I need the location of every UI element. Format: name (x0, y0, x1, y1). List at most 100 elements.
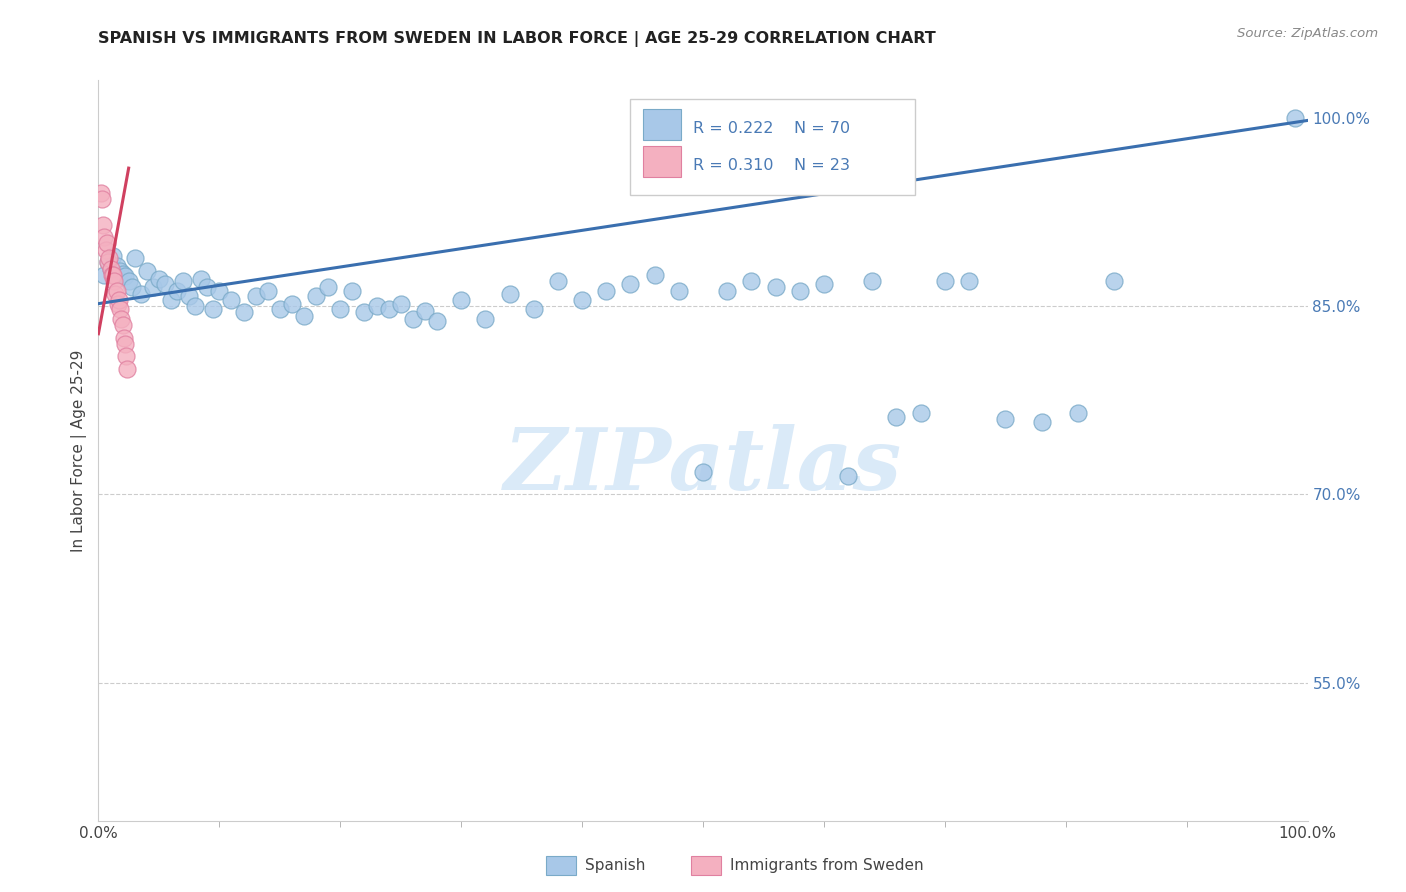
Point (208, 284, 231, 298)
Point (100, 261, 122, 276)
Point (523, 301, 546, 316)
Point (114, 268, 136, 283)
Point (172, 274, 194, 288)
Point (366, 299, 388, 313)
Point (957, 274, 980, 288)
Point (101, 249, 124, 263)
Point (195, 280, 218, 294)
Point (740, 274, 762, 288)
Point (105, 259, 128, 273)
Point (547, 274, 569, 288)
Point (389, 296, 412, 310)
Point (789, 284, 811, 298)
Point (202, 301, 225, 316)
Point (100, 268, 122, 282)
Point (100, 261, 122, 276)
Point (108, 293, 131, 307)
Y-axis label: In Labor Force | Age 25-29: In Labor Force | Age 25-29 (72, 350, 87, 551)
Text: Source: ZipAtlas.com: Source: ZipAtlas.com (1237, 27, 1378, 40)
Point (104, 286, 127, 301)
Point (1067, 406, 1090, 420)
Point (474, 311, 496, 326)
Text: ZIPatlas: ZIPatlas (503, 424, 903, 507)
Point (121, 280, 143, 294)
Point (91, 218, 114, 232)
Point (101, 268, 124, 282)
Point (765, 280, 787, 294)
Point (148, 271, 170, 285)
Point (305, 289, 328, 303)
Point (813, 277, 835, 291)
Point (498, 286, 520, 301)
Bar (690, 856, 721, 875)
Point (668, 284, 690, 298)
Point (118, 274, 141, 288)
Point (107, 296, 129, 310)
Point (190, 271, 212, 285)
Point (124, 252, 146, 266)
Point (160, 293, 183, 307)
Point (90, 186, 112, 201)
Point (97, 255, 120, 269)
Point (1284, 111, 1306, 125)
Point (108, 301, 131, 316)
Point (221, 293, 243, 307)
Point (571, 293, 593, 307)
Point (112, 330, 135, 344)
Point (426, 314, 449, 328)
Point (886, 409, 908, 424)
Text: R = 0.310    N = 23: R = 0.310 N = 23 (693, 158, 851, 173)
Point (860, 274, 883, 288)
Point (96, 236, 118, 251)
Text: Spanish: Spanish (585, 857, 645, 872)
Point (129, 286, 152, 301)
Point (994, 412, 1017, 426)
Text: Immigrants from Sweden: Immigrants from Sweden (730, 857, 924, 872)
Point (269, 301, 291, 316)
Point (377, 301, 399, 316)
Point (91, 193, 114, 207)
Point (402, 311, 425, 326)
Point (142, 280, 165, 294)
Text: R = 0.222    N = 70: R = 0.222 N = 70 (693, 121, 851, 136)
Point (94, 243, 117, 257)
Point (837, 468, 859, 483)
Point (117, 362, 139, 376)
Point (450, 293, 472, 307)
Point (292, 309, 315, 323)
Point (910, 406, 932, 420)
Point (153, 277, 176, 291)
Point (644, 268, 666, 282)
FancyBboxPatch shape (630, 99, 915, 195)
Point (619, 277, 641, 291)
Point (1031, 415, 1053, 429)
Point (256, 284, 278, 298)
Point (115, 349, 138, 363)
Point (98, 252, 121, 266)
Point (692, 465, 714, 479)
Point (111, 267, 134, 281)
Point (1102, 274, 1125, 288)
Point (329, 301, 352, 316)
Bar (643, 109, 682, 139)
Point (114, 336, 136, 351)
Point (316, 280, 339, 294)
Point (353, 305, 375, 319)
Point (281, 296, 304, 310)
Point (105, 284, 128, 298)
Point (110, 311, 132, 326)
Point (103, 274, 125, 288)
Text: SPANISH VS IMMIGRANTS FROM SWEDEN IN LABOR FORCE | AGE 25-29 CORRELATION CHART: SPANISH VS IMMIGRANTS FROM SWEDEN IN LAB… (98, 31, 936, 47)
Point (342, 284, 364, 298)
Point (111, 318, 134, 332)
Point (108, 264, 131, 278)
Bar (643, 145, 682, 177)
Point (184, 299, 207, 313)
Bar (546, 856, 576, 875)
Point (245, 289, 267, 303)
Point (179, 289, 201, 303)
Point (232, 305, 254, 319)
Point (93, 230, 115, 244)
Point (97, 255, 120, 269)
Point (413, 304, 436, 318)
